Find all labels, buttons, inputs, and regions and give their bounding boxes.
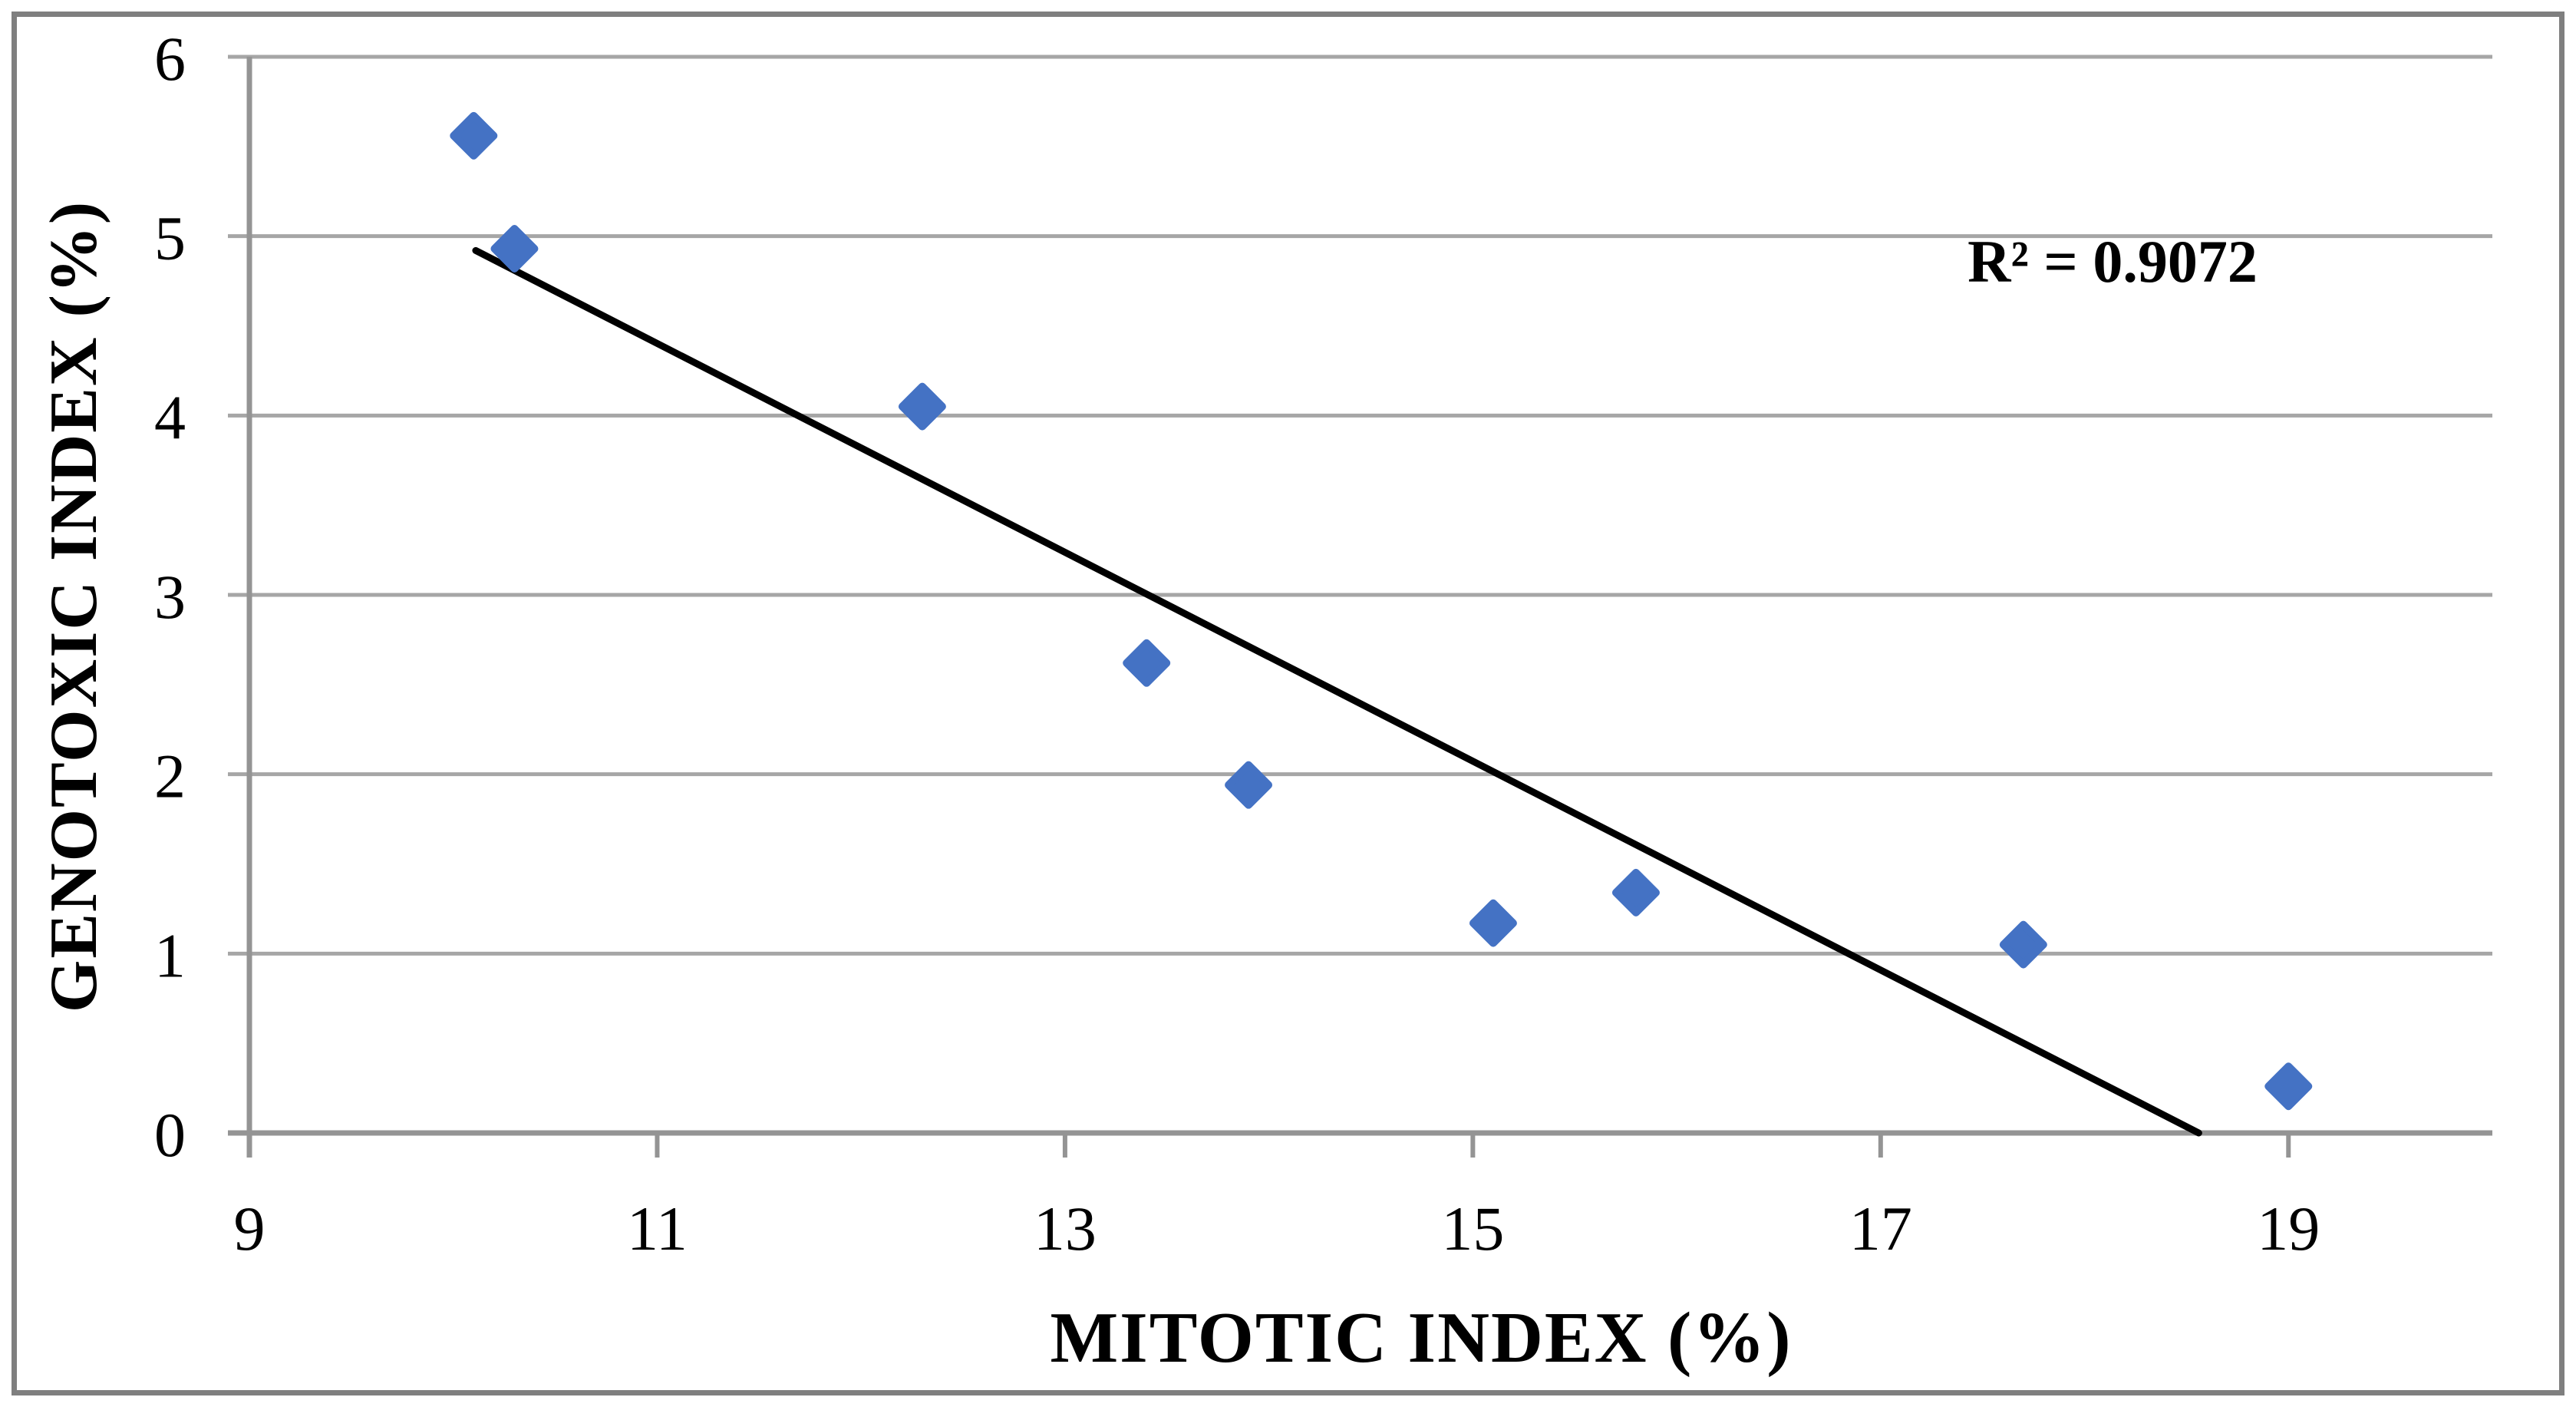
y-tick-label-2: 2 [154,741,186,811]
data-point-6 [1469,899,1517,947]
y-tick-label-4: 4 [154,382,186,452]
x-tick-label-19: 19 [2257,1194,2320,1263]
chart-border-frame [12,12,2564,1395]
data-point-4 [1123,639,1171,687]
y-tick-label-1: 1 [154,920,186,990]
data-point-3 [898,382,946,431]
y-tick-label-3: 3 [154,562,186,632]
x-axis-title: MITOTIC INDEX (%) [1050,1298,1793,1378]
x-tick-label-13: 13 [1034,1194,1097,1263]
y-tick-label-5: 5 [154,203,186,273]
data-point-5 [1225,761,1273,809]
y-tick-label-0: 0 [154,1100,186,1170]
x-tick-label-17: 17 [1849,1194,1912,1263]
data-point-8 [1999,920,2047,969]
data-point-9 [2264,1062,2313,1111]
r-squared-annotation: R² = 0.9072 [1967,228,2258,295]
data-point-1 [450,111,498,160]
y-axis-title: GENOTOXIC INDEX (%) [37,200,111,1013]
x-tick-label-11: 11 [627,1194,688,1263]
x-tick-label-15: 15 [1441,1194,1504,1263]
data-point-7 [1611,868,1660,917]
x-tick-label-9: 9 [234,1194,266,1263]
data-point-2 [490,225,539,273]
y-tick-label-6: 6 [154,24,186,94]
trendline [472,246,2202,1137]
